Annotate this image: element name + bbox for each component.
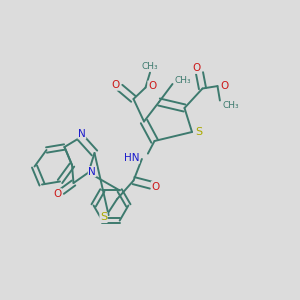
Text: N: N (88, 167, 96, 177)
Text: O: O (220, 81, 229, 91)
Text: CH₃: CH₃ (222, 101, 239, 110)
Text: O: O (111, 80, 120, 90)
Text: O: O (148, 81, 156, 91)
Text: CH₃: CH₃ (142, 62, 158, 71)
Text: O: O (53, 189, 62, 199)
Text: O: O (192, 63, 201, 74)
Text: S: S (100, 212, 107, 223)
Text: CH₃: CH₃ (175, 76, 191, 85)
Text: HN: HN (124, 153, 140, 163)
Text: N: N (78, 129, 86, 139)
Text: S: S (195, 127, 202, 137)
Text: O: O (151, 182, 160, 192)
